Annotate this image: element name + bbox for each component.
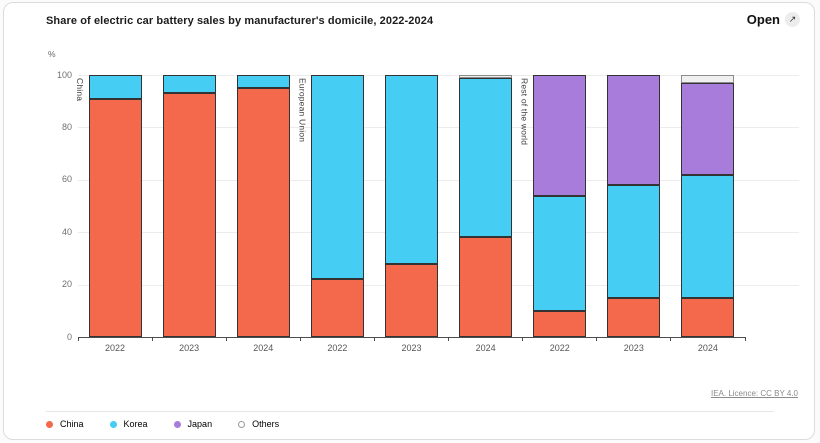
legend-label-china: China: [60, 419, 84, 429]
stacked-bar-2024: [681, 75, 735, 337]
x-axis-tick: [373, 337, 375, 341]
bar-segment-china[interactable]: [310, 279, 364, 337]
legend-marker-others: [238, 420, 246, 428]
legend-item-china[interactable]: China: [46, 419, 84, 429]
stacked-bar-2022: [88, 75, 142, 337]
y-tick-label: 100: [56, 69, 72, 80]
x-tick-label: 2023: [179, 343, 200, 353]
bar-segment-korea[interactable]: [236, 75, 290, 89]
bar-segment-korea[interactable]: [681, 174, 735, 298]
x-tick-label: 2022: [549, 343, 570, 353]
legend-divider: [46, 411, 774, 412]
bar-segment-japan[interactable]: [681, 82, 735, 175]
chart-card: Share of electric car battery sales by m…: [3, 2, 815, 440]
open-button-label: Open: [746, 12, 780, 27]
attribution-link[interactable]: IEA. Licence: CC BY 4.0: [710, 389, 798, 398]
stacked-bar-2023: [385, 75, 438, 337]
bar-segment-korea[interactable]: [459, 77, 513, 238]
y-axis-unit-label: %: [48, 49, 56, 59]
y-tick-label: 40: [61, 226, 72, 237]
stacked-bar-2023: [162, 75, 216, 337]
legend-marker-china: [46, 420, 53, 428]
x-tick-label: 2023: [623, 343, 644, 353]
stacked-bar-2024: [236, 75, 290, 337]
bar-segment-china[interactable]: [162, 93, 216, 337]
x-tick-label: 2022: [105, 343, 126, 353]
y-tick-label: 20: [61, 279, 72, 290]
bar-segment-others[interactable]: [459, 75, 513, 78]
x-tick-label: 2024: [475, 343, 496, 353]
x-axis-tick: [596, 337, 598, 341]
gridline-80: [78, 127, 799, 129]
gridline-100: [78, 75, 799, 76]
gridline-20: [78, 284, 799, 286]
bar-segment-korea[interactable]: [88, 75, 142, 99]
group-label-china: China: [75, 78, 85, 102]
bar-segment-korea[interactable]: [533, 195, 587, 311]
legend-label-korea: Korea: [123, 419, 148, 429]
legend-item-others[interactable]: Others: [238, 419, 279, 429]
legend-marker-japan: [173, 420, 181, 428]
legend-marker-korea: [109, 420, 117, 428]
group-label-european-union: European Union: [297, 78, 308, 143]
bar-segment-japan[interactable]: [607, 75, 661, 186]
bar-segment-china[interactable]: [459, 237, 513, 337]
x-tick-label: 2024: [697, 343, 718, 353]
stacked-bar-2024: [459, 75, 513, 337]
x-tick-label: 2023: [401, 343, 422, 353]
legend-label-others: Others: [252, 419, 280, 429]
bar-segment-japan[interactable]: [533, 75, 587, 196]
stacked-bar-2022: [533, 75, 587, 337]
x-axis-tick: [225, 337, 227, 341]
y-tick-label: 60: [61, 174, 72, 185]
legend-label-japan: Japan: [187, 419, 213, 429]
x-tick-label: 2022: [327, 343, 348, 353]
arrow-up-right-icon: ↗: [785, 12, 800, 27]
bar-segment-china[interactable]: [533, 310, 587, 337]
gridline-40: [78, 232, 799, 234]
x-tick-label: 2024: [253, 343, 274, 353]
y-tick-label: 0: [66, 331, 72, 342]
x-axis-tick: [151, 337, 153, 341]
legend-item-japan[interactable]: Japan: [173, 419, 213, 429]
y-tick-label: 80: [61, 121, 72, 132]
x-axis-tick: [77, 337, 79, 341]
stacked-bar-2023: [607, 75, 661, 337]
bar-segment-korea[interactable]: [162, 75, 216, 94]
bar-segment-others[interactable]: [681, 75, 735, 83]
bar-segment-korea[interactable]: [310, 75, 364, 280]
x-axis-tick: [670, 337, 672, 341]
bar-segment-china[interactable]: [385, 263, 438, 337]
chart-legend: China Korea Japan Others: [46, 419, 279, 429]
bar-segment-korea[interactable]: [385, 75, 438, 264]
x-axis-tick: [299, 337, 301, 341]
chart-title: Share of electric car battery sales by m…: [46, 15, 434, 27]
x-axis-tick: [522, 337, 524, 341]
bar-segment-china[interactable]: [88, 98, 142, 337]
bar-segment-china[interactable]: [236, 88, 290, 337]
x-axis-tick: [448, 337, 450, 341]
bar-segment-china[interactable]: [681, 297, 735, 337]
x-axis-tick: [744, 337, 746, 341]
bar-segment-china[interactable]: [607, 297, 661, 337]
stacked-bar-2022: [310, 75, 364, 337]
bar-segment-korea[interactable]: [607, 185, 661, 298]
group-label-rest-of-the-world: Rest of the world: [519, 78, 530, 146]
plot-area: 2022 2023 2024 2022 2023 2024 2022 2023 2024 Chin…: [75, 75, 799, 353]
gridline-60: [78, 179, 799, 181]
open-button[interactable]: Open ↗: [747, 12, 800, 27]
legend-item-korea[interactable]: Korea: [109, 419, 148, 429]
